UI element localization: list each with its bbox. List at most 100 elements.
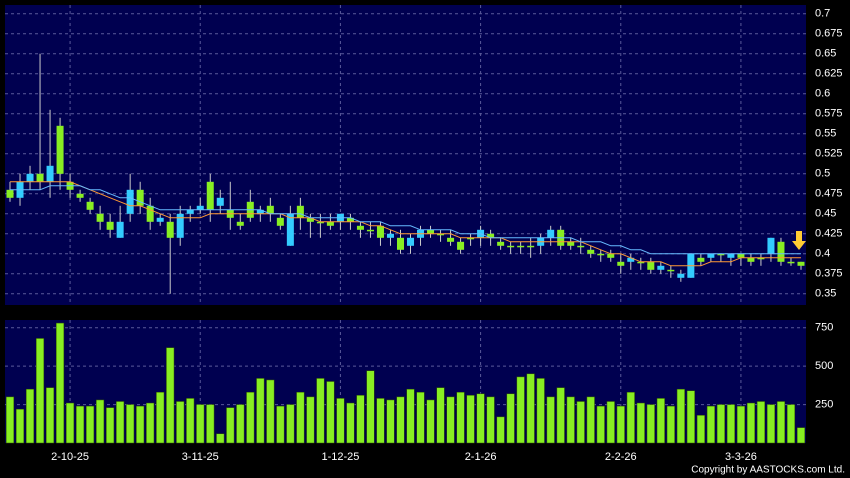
- candle-body: [637, 261, 645, 264]
- volume-bar: [106, 407, 115, 444]
- candle-body: [286, 213, 294, 246]
- volume-bar: [266, 379, 275, 444]
- y-tick-label: 0.55: [815, 128, 836, 140]
- price-panel: [5, 5, 806, 305]
- volume-bar: [386, 399, 395, 444]
- volume-bar: [256, 378, 265, 444]
- candle-body: [216, 197, 224, 206]
- candle-body: [617, 261, 625, 266]
- x-tick-label: 2-10-25: [51, 451, 89, 463]
- candle-body: [587, 249, 595, 254]
- volume-bar: [25, 388, 35, 444]
- volume-bar: [156, 392, 165, 444]
- volume-bar: [296, 392, 305, 444]
- volume-bar: [166, 347, 175, 444]
- volume-bar: [46, 387, 55, 444]
- volume-bar: [96, 399, 105, 444]
- y-tick-label: 0.375: [815, 268, 843, 280]
- volume-bar: [566, 396, 575, 444]
- volume-bar: [336, 398, 345, 444]
- candle-body: [166, 221, 174, 238]
- volume-bar: [726, 404, 735, 444]
- x-tick-label: 2-1-26: [465, 451, 497, 463]
- volume-bar: [576, 401, 585, 444]
- candle-body: [36, 173, 44, 182]
- candle-body: [727, 253, 735, 258]
- candle-body: [797, 261, 805, 266]
- y-tick-label: 0.675: [815, 28, 843, 40]
- y-tick-label: 0.45: [815, 208, 836, 220]
- candle-body: [386, 233, 394, 238]
- volume-bar: [756, 401, 765, 444]
- candle-body: [657, 265, 665, 270]
- candle-body: [296, 205, 304, 218]
- candle-body: [6, 189, 14, 198]
- candle-body: [757, 257, 765, 260]
- candle-body: [56, 125, 64, 174]
- candle-body: [346, 217, 354, 222]
- candle-body: [497, 241, 505, 246]
- volume-bar: [356, 395, 365, 444]
- volume-bar: [316, 378, 325, 444]
- volume-panel: [5, 320, 806, 443]
- candle-body: [176, 213, 184, 238]
- volume-bar: [306, 396, 315, 444]
- volume-bar: [736, 405, 745, 444]
- volume-bar: [176, 401, 185, 444]
- volume-bar: [706, 405, 715, 444]
- volume-bar: [86, 405, 95, 444]
- copyright: Copyright by AASTOCKS.com Ltd.: [691, 465, 845, 476]
- volume-bar: [786, 404, 796, 444]
- candle-body: [787, 261, 795, 264]
- candle-body: [106, 221, 114, 230]
- y-tick-label: 0.5: [815, 168, 830, 180]
- volume-bar: [536, 378, 545, 444]
- volume-bar: [796, 427, 806, 444]
- candle-body: [467, 237, 475, 240]
- volume-bar: [496, 416, 505, 444]
- candle-body: [427, 229, 435, 234]
- candle-body: [407, 237, 415, 246]
- candle-body: [667, 269, 675, 272]
- volume-bar: [56, 322, 65, 444]
- candle-body: [266, 205, 274, 214]
- y-tick-label: 0.7: [815, 8, 830, 20]
- x-tick-label: 2-2-26: [605, 451, 637, 463]
- candle-body: [236, 221, 244, 226]
- y-tick-label: 0.6: [815, 88, 830, 100]
- candle-body: [717, 253, 725, 256]
- volume-bar: [216, 433, 225, 444]
- volume-bar: [616, 405, 625, 444]
- y-tick-label: 0.4: [815, 248, 830, 260]
- candle-body: [26, 173, 34, 182]
- y-tick-label: 0.425: [815, 228, 843, 240]
- candle-body: [396, 237, 404, 250]
- volume-bar: [506, 393, 515, 444]
- candle-body: [86, 201, 94, 210]
- volume-bar: [776, 401, 786, 444]
- candle-body: [126, 189, 134, 214]
- volume-bar: [696, 415, 705, 444]
- candle-body: [647, 261, 655, 270]
- candle-body: [326, 221, 334, 226]
- volume-bar: [516, 376, 525, 444]
- volume-bar: [15, 408, 25, 444]
- x-tick-label: 3-3-26: [725, 451, 757, 463]
- candle-body: [597, 253, 605, 256]
- candle-body: [737, 253, 745, 258]
- volume-bar: [376, 398, 385, 444]
- candle-body: [96, 213, 104, 222]
- candle-body: [517, 245, 525, 248]
- marks: 0.35 0.375 0.4 0.425 0.45 0.475 0.5 0.525 0.55 0.…: [5, 5, 843, 463]
- volume-bar: [426, 399, 435, 444]
- volume-bar: [626, 392, 635, 444]
- volume-bar: [146, 402, 155, 444]
- candle-body: [156, 217, 164, 222]
- candle-body: [777, 241, 785, 262]
- volume-bar: [676, 388, 685, 444]
- candle-body: [447, 237, 455, 242]
- candle-body: [527, 245, 535, 248]
- candle-body: [316, 221, 324, 224]
